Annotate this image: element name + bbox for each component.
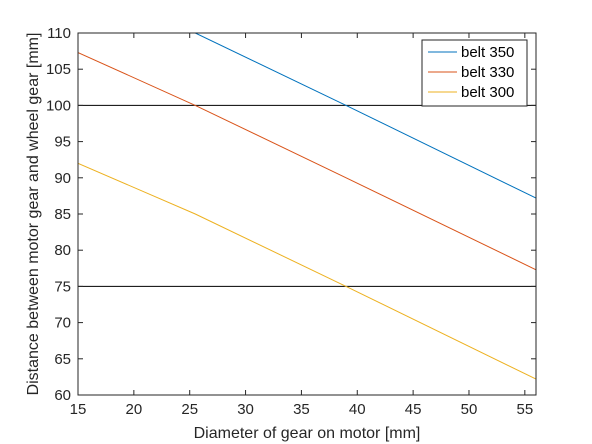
legend-label: belt 300 <box>461 84 514 101</box>
x-tick-label: 35 <box>293 401 310 418</box>
x-tick-label: 50 <box>461 401 478 418</box>
y-tick-label: 65 <box>54 351 71 368</box>
x-tick-label: 55 <box>516 401 533 418</box>
x-tick-label: 40 <box>349 401 366 418</box>
x-axis-label: Diameter of gear on motor [mm] <box>194 425 421 442</box>
y-tick-label: 105 <box>46 61 71 78</box>
y-tick-label: 80 <box>54 242 71 259</box>
x-tick-label: 25 <box>181 401 198 418</box>
y-tick-label: 85 <box>54 206 71 223</box>
y-tick-label: 75 <box>54 278 71 295</box>
x-tick-label: 45 <box>405 401 422 418</box>
y-axis-label: Distance between motor gear and wheel ge… <box>25 33 42 396</box>
legend-label: belt 350 <box>461 44 514 61</box>
legend-box <box>421 39 528 107</box>
x-tick-label: 30 <box>237 401 254 418</box>
series-line <box>78 162 536 380</box>
x-tick-label: 20 <box>126 401 143 418</box>
series-line <box>194 33 536 199</box>
legend-label: belt 330 <box>461 64 514 81</box>
y-tick-label: 95 <box>54 134 71 151</box>
y-tick-label: 90 <box>54 170 71 187</box>
x-tick-label: 15 <box>70 401 87 418</box>
y-axis-ticks: 60 65 70 75 80 85 90 95 100 105 110 <box>46 25 536 404</box>
y-tick-label: 60 <box>54 387 71 404</box>
series-line <box>78 52 536 271</box>
y-tick-label: 70 <box>54 315 71 332</box>
series-lines <box>78 33 536 380</box>
y-tick-label: 110 <box>47 25 71 42</box>
x-axis-ticks: 15 20 25 30 35 40 45 50 55 <box>70 33 533 418</box>
y-tick-label: 100 <box>46 97 71 114</box>
legend: belt 350 belt 330 belt 300 <box>421 39 528 107</box>
